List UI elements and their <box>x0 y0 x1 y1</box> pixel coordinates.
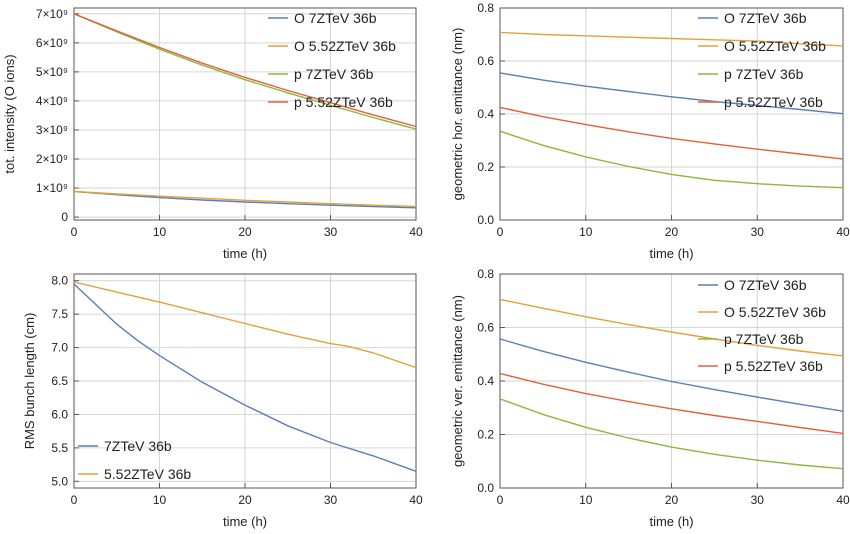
y-tick-label: 0.6 <box>477 54 494 68</box>
x-tick-label: 20 <box>665 225 679 239</box>
x-tick-label: 40 <box>409 493 423 507</box>
chart-panel-bunch-length: 0 10 20 30 40 5.0 5.5 6.0 6.5 7.0 7.5 8.0 time (h) RM… <box>22 273 423 529</box>
x-tick-label: 30 <box>324 493 338 507</box>
chart-panel-intensity: 0 10 20 30 40 0 1×10⁹ 2×10⁹ 3×10⁹ 4×10⁹ 5×10⁹ 6×10⁹… <box>2 7 423 261</box>
y-axis-label: geometric hor. emittance (nm) <box>450 28 465 201</box>
y-tick-label: 6.5 <box>51 374 68 388</box>
y-axis-label: tot. intensity (O ions) <box>2 54 17 173</box>
x-tick-label: 0 <box>497 225 504 239</box>
x-tick-label: 40 <box>836 493 850 507</box>
x-tick-label: 20 <box>238 493 252 507</box>
series-line <box>73 13 417 128</box>
legend-label: O 7ZTeV 36b <box>724 277 807 293</box>
y-tick-label: 0.0 <box>477 481 494 495</box>
legend-label: O 5.52ZTeV 36b <box>724 304 826 320</box>
series-line <box>499 338 844 412</box>
x-tick-label: 20 <box>238 225 252 239</box>
legend-label: p 5.52ZTeV 36b <box>724 358 823 374</box>
x-axis-label: time (h) <box>223 514 267 529</box>
y-tick-label: 0.0 <box>477 213 494 227</box>
series-line <box>499 72 844 115</box>
x-axis-label: time (h) <box>223 246 267 261</box>
y-tick-label: 0.2 <box>477 428 494 442</box>
x-tick-label: 10 <box>579 493 593 507</box>
y-tick-label: 5×10⁹ <box>36 65 68 79</box>
series-line <box>499 31 844 47</box>
series-line <box>499 398 844 470</box>
legend-label: O 5.52ZTeV 36b <box>724 38 826 54</box>
y-tick-label: 4×10⁹ <box>36 94 68 108</box>
legend-label: O 5.52ZTeV 36b <box>294 38 396 54</box>
series-line <box>73 281 417 369</box>
series-line <box>73 283 417 472</box>
legend-label: 5.52ZTeV 36b <box>104 466 191 482</box>
y-tick-label: 5.5 <box>51 441 68 455</box>
y-axis-label: geometric ver. emittance (nm) <box>450 295 465 467</box>
legend-label: p 7ZTeV 36b <box>294 66 374 82</box>
series-line <box>73 190 417 209</box>
x-axis-label: time (h) <box>649 514 693 529</box>
legend-label: p 5.52ZTeV 36b <box>724 94 823 110</box>
y-tick-label: 0.2 <box>477 160 494 174</box>
legend-label: p 5.52ZTeV 36b <box>294 94 393 110</box>
y-tick-label: 0 <box>61 210 68 224</box>
y-tick-label: 5.0 <box>51 474 68 488</box>
y-tick-label: 6.0 <box>51 407 68 421</box>
x-tick-label: 0 <box>497 493 504 507</box>
x-axis-label: time (h) <box>649 246 693 261</box>
y-tick-label: 3×10⁹ <box>36 123 68 137</box>
y-tick-label: 7×10⁹ <box>36 7 68 21</box>
x-tick-label: 10 <box>153 493 167 507</box>
legend-label: 7ZTeV 36b <box>104 438 172 454</box>
x-tick-label: 30 <box>751 225 765 239</box>
y-tick-label: 0.4 <box>477 374 494 388</box>
x-tick-label: 30 <box>751 493 765 507</box>
x-tick-label: 10 <box>579 225 593 239</box>
x-tick-label: 20 <box>665 493 679 507</box>
chart-panel-ver-emittance: 0 10 20 30 40 0.0 0.2 0.4 0.6 0.8 time (h) geometri… <box>450 267 850 529</box>
x-tick-label: 40 <box>836 225 850 239</box>
chart-panel-hor-emittance: 0 10 20 30 40 0.0 0.2 0.4 0.6 0.8 time (h) geometri… <box>450 1 850 261</box>
y-tick-label: 0.6 <box>477 321 494 335</box>
series-line <box>73 13 417 130</box>
legend-label: p 7ZTeV 36b <box>724 66 804 82</box>
x-tick-label: 0 <box>71 493 78 507</box>
series-line <box>499 130 844 189</box>
legend-label: O 7ZTeV 36b <box>294 10 377 26</box>
series-line <box>499 372 844 435</box>
series-line <box>73 190 417 208</box>
y-axis-label: RMS bunch length (cm) <box>22 313 37 450</box>
x-tick-label: 30 <box>324 225 338 239</box>
y-tick-label: 0.4 <box>477 107 494 121</box>
y-tick-label: 0.8 <box>477 1 494 15</box>
y-tick-label: 2×10⁹ <box>36 152 68 166</box>
series-line <box>499 106 844 160</box>
x-tick-label: 40 <box>409 225 423 239</box>
y-tick-label: 0.8 <box>477 267 494 281</box>
y-tick-label: 7.5 <box>51 307 68 321</box>
x-tick-label: 10 <box>153 225 167 239</box>
y-tick-label: 8.0 <box>51 274 68 288</box>
series-line <box>499 298 844 357</box>
x-tick-label: 0 <box>71 225 78 239</box>
legend-label: O 7ZTeV 36b <box>724 10 807 26</box>
legend-label: p 7ZTeV 36b <box>724 331 804 347</box>
y-tick-label: 1×10⁹ <box>36 181 68 195</box>
y-tick-label: 7.0 <box>51 341 68 355</box>
y-tick-label: 6×10⁹ <box>36 36 68 50</box>
